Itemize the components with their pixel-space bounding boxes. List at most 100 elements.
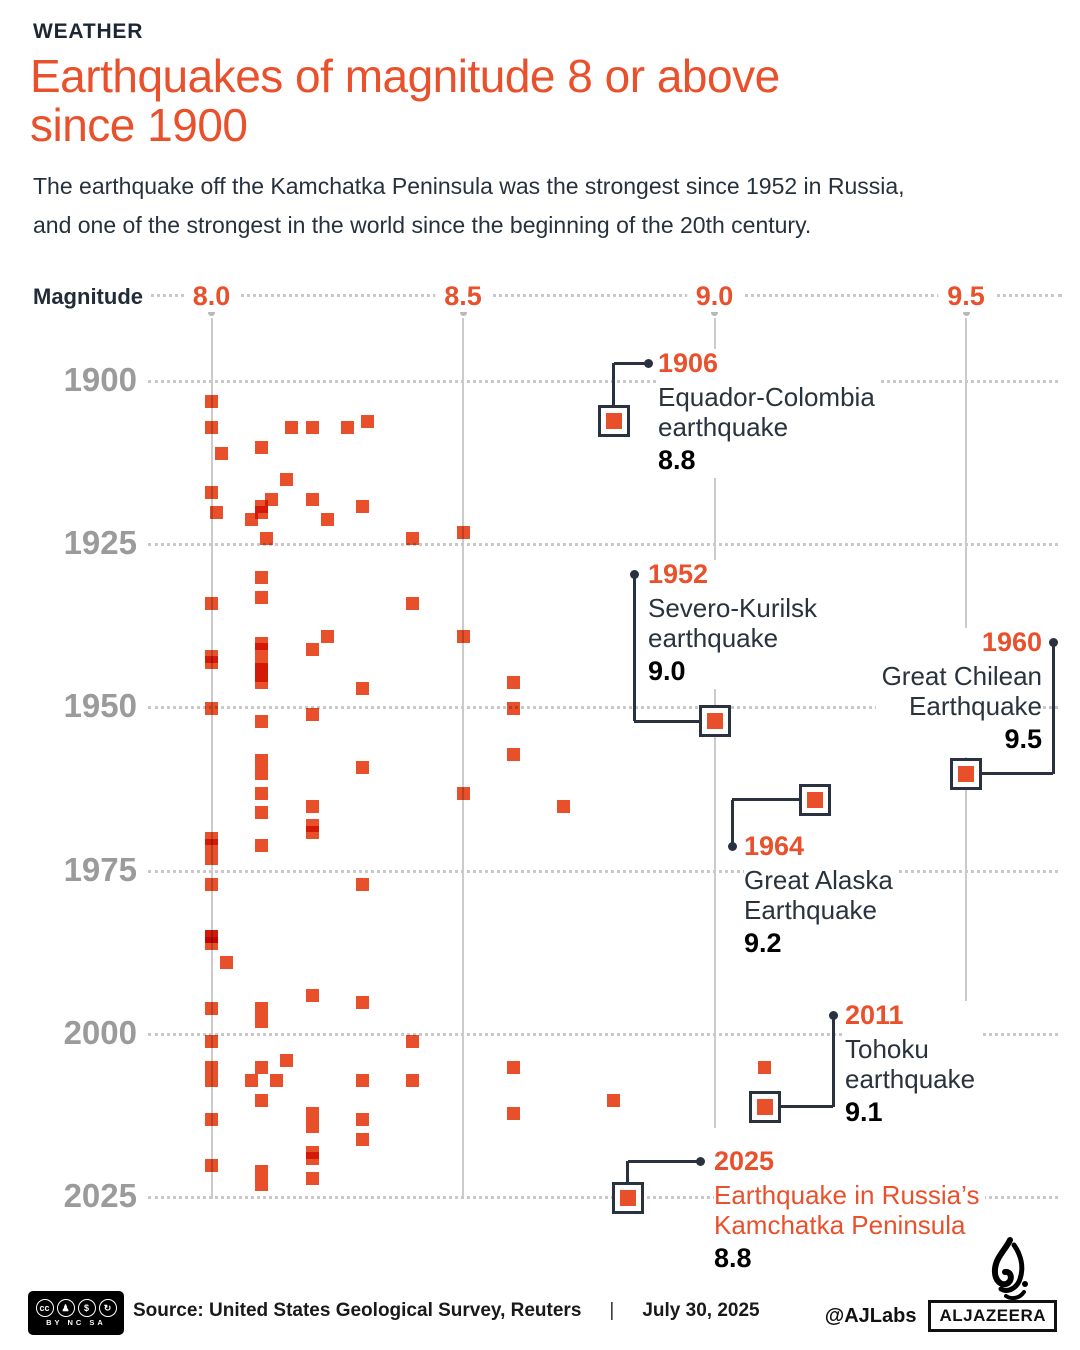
annotation-box-marker-2025 <box>611 1182 644 1214</box>
magnitude-tick-dot <box>962 308 970 316</box>
earthquake-point <box>205 1002 218 1016</box>
annotation-box-marker-2011 <box>748 1090 781 1123</box>
earthquake-point <box>205 421 218 435</box>
source-separator: | <box>609 1300 615 1321</box>
earthquake-point <box>305 1119 319 1133</box>
annotation-name-line: Earthquake <box>909 691 1042 721</box>
credits: @AJLabs ALJAZEERA <box>825 1300 1057 1332</box>
annotation-dot <box>828 1010 838 1020</box>
annotation-box-point <box>619 1190 636 1206</box>
annotation-2025: 2025 Earthquake in Russia’s Kamchatka Peni… <box>714 1146 986 1276</box>
earthquake-point <box>355 499 369 513</box>
annotation-connector <box>730 799 734 846</box>
annotation-dot <box>643 358 653 368</box>
annotation-year-label: 2011 <box>845 1000 904 1030</box>
earthquake-point <box>305 708 319 722</box>
annotation-connector <box>982 772 1053 776</box>
annotation-connector <box>732 798 800 802</box>
earthquake-point <box>255 838 269 852</box>
magnitude-tick-label: 8.0 <box>183 281 240 312</box>
earthquake-point <box>210 506 224 520</box>
earthquake-point <box>220 956 234 970</box>
magnitude-tick-label: 9.0 <box>686 281 743 312</box>
earthquake-point <box>305 643 319 657</box>
ajlabs-handle: @AJLabs <box>824 1304 917 1327</box>
annotation-name-line: Earthquake in Russia’s <box>714 1180 980 1210</box>
earthquake-point <box>305 1152 319 1166</box>
earthquake-point <box>255 643 269 657</box>
earthquake-point <box>205 852 218 866</box>
cc-icon: cc <box>35 1299 54 1317</box>
earthquake-point <box>255 571 269 585</box>
earthquake-point <box>255 440 269 454</box>
earthquake-point <box>355 1132 369 1146</box>
earthquake-point <box>320 630 334 644</box>
earthquake-point <box>255 786 269 800</box>
earthquake-point <box>255 675 269 689</box>
magnitude-tick-dot <box>711 308 718 316</box>
year-tick-label: 1925 <box>63 524 137 562</box>
annotation-name-line: earthquake <box>658 412 789 442</box>
year-tick-label: 1950 <box>63 687 137 725</box>
annotation-connector <box>780 1105 833 1109</box>
creative-commons-badge: cc ♟ $ ↻ BY NC SA <box>28 1291 124 1335</box>
earthquake-point <box>305 1106 319 1120</box>
earthquake-point <box>205 1034 218 1048</box>
annotation-year-label: 1952 <box>648 559 709 589</box>
earthquake-point <box>456 786 470 800</box>
annotation-name-line: earthquake <box>648 623 779 653</box>
annotation-magnitude-label: 9.2 <box>744 928 782 958</box>
earthquake-point <box>270 1073 284 1087</box>
annotation-1952: 1952 Severo-Kurilsk earthquake 9.0 <box>648 559 824 689</box>
earthquake-point <box>205 701 218 715</box>
annotation-name-line: earthquake <box>845 1064 976 1094</box>
annotation-box-point <box>958 765 974 782</box>
earthquake-point <box>255 506 269 520</box>
annotation-connector <box>632 574 636 722</box>
earthquake-point <box>280 473 294 487</box>
annotation-connector <box>831 1015 835 1107</box>
earthquake-point <box>506 1060 520 1074</box>
earthquake-point <box>305 799 319 813</box>
annotation-connector <box>627 1159 700 1163</box>
earthquake-point <box>557 799 571 813</box>
page-title: Earthquakes of magnitude 8 or above sinc… <box>30 50 780 151</box>
earthquake-point <box>255 1093 269 1107</box>
annotation-dot <box>727 841 737 851</box>
aljazeera-logo-box: ALJAZEERA <box>928 1300 1057 1332</box>
year-gridline <box>148 380 1058 383</box>
earthquake-point <box>406 532 420 546</box>
earthquake-point <box>305 421 319 435</box>
annotation-dot <box>629 569 639 579</box>
year-tick-label: 2025 <box>63 1177 137 1214</box>
earthquake-point <box>260 532 274 546</box>
earthquake-point <box>506 747 520 761</box>
annotation-connector <box>1051 642 1055 774</box>
annotation-magnitude-label: 8.8 <box>714 1243 752 1273</box>
earthquake-point <box>506 701 520 715</box>
magnitude-tick-dot <box>208 308 215 316</box>
earthquake-point <box>305 493 319 506</box>
annotation-dot <box>1048 637 1058 647</box>
magnitude-tick-label: 8.5 <box>435 281 491 312</box>
annotation-year-label: 1906 <box>658 348 719 378</box>
earthquake-point <box>340 421 354 435</box>
source-line: Source: United States Geological Survey,… <box>133 1300 760 1322</box>
earthquake-point <box>355 682 369 696</box>
earthquake-point <box>320 512 334 526</box>
earthquake-point <box>205 1073 218 1087</box>
cc-sa-icon: ↻ <box>98 1299 117 1317</box>
annotation-name-line: Earthquake <box>744 895 877 925</box>
annotation-box-marker-1952 <box>698 705 731 738</box>
earthquake-point <box>355 1113 369 1127</box>
cc-labels: BY NC SA <box>46 1318 106 1327</box>
earthquake-point <box>355 760 369 774</box>
earthquake-point <box>506 1106 520 1120</box>
annotation-year-label: 2025 <box>714 1146 775 1176</box>
year-gridline <box>148 869 1058 873</box>
cc-icons-row: cc ♟ $ ↻ <box>35 1299 117 1317</box>
magnitude-gridline <box>210 318 213 1199</box>
annotation-connector <box>634 719 699 723</box>
earthquake-point <box>456 525 470 539</box>
